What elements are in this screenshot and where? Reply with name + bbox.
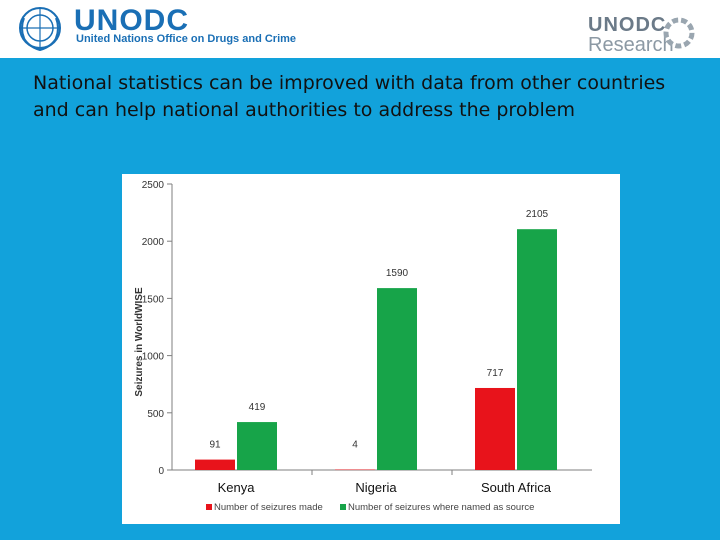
data-label: 717 — [487, 368, 504, 379]
data-label: 419 — [249, 402, 266, 413]
data-label: 2105 — [526, 209, 549, 220]
brand-subtitle: United Nations Office on Drugs and Crime — [76, 33, 297, 45]
legend-swatch-2 — [340, 504, 346, 510]
un-emblem-icon — [19, 7, 61, 52]
bar-south-africa-series-2 — [517, 229, 557, 470]
legend-label-2: Number of seizures where named as source — [348, 502, 534, 513]
y-tick-label: 500 — [147, 409, 164, 420]
data-label: 91 — [209, 440, 221, 451]
x-tick-label: Nigeria — [355, 480, 397, 495]
bar-kenya-series-2 — [237, 422, 277, 470]
research-logo-line1: UNODC — [588, 14, 667, 36]
chart-panel: 0 500 1000 1500 2000 2500 Seizures in WorldWIS… — [122, 174, 620, 524]
data-label: 4 — [352, 440, 358, 451]
y-axis-title: Seizures in WorldWISE — [134, 287, 145, 397]
bar-south-africa-series-1 — [475, 387, 515, 470]
brand-name: UNODC — [74, 4, 189, 37]
y-tick-label: 1000 — [142, 352, 165, 363]
y-tick-label: 2000 — [142, 237, 165, 248]
legend-swatch-1 — [206, 504, 212, 510]
header: UNODC United Nations Office on Drugs and… — [0, 0, 720, 58]
x-tick-label: Kenya — [218, 480, 256, 495]
research-logo-line2: Research — [588, 34, 674, 56]
legend-label-1: Number of seizures made — [214, 502, 323, 513]
x-tick-label: South Africa — [481, 480, 552, 495]
bar-chart: 0 500 1000 1500 2000 2500 Seizures in WorldWIS… — [134, 180, 592, 513]
y-tick-label: 2500 — [142, 180, 165, 191]
bar-nigeria-series-2 — [377, 288, 417, 470]
research-logo: UNODC Research — [584, 14, 702, 58]
data-label: 1590 — [386, 268, 409, 279]
bar-kenya-series-1 — [195, 459, 235, 470]
y-tick-label: 0 — [158, 466, 164, 477]
research-ring-icon — [663, 17, 695, 49]
headline: National statistics can be improved with… — [33, 72, 666, 121]
y-tick-label: 1500 — [142, 294, 165, 305]
bar-nigeria-series-1 — [335, 469, 375, 471]
